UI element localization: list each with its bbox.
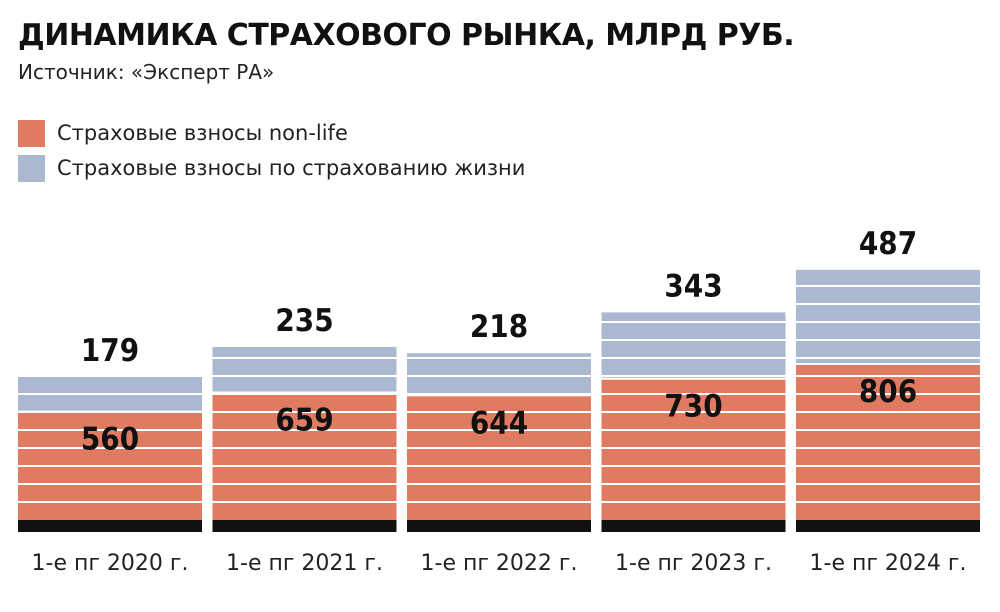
value-label-life-1: 235 (275, 303, 333, 339)
category-label-3: 1-е пг 2023 г. (615, 551, 772, 576)
bar-baseline-4 (796, 520, 980, 532)
legend-item-life: Страховые взносы по страхованию жизни (18, 154, 525, 182)
bar-baseline-3 (601, 520, 786, 532)
bar-baseline-2 (407, 520, 591, 532)
bar-life-4 (796, 269, 980, 365)
value-label-nonlife-3: 730 (664, 389, 722, 425)
bar-nonlife-1 (212, 392, 397, 520)
value-label-life-4: 487 (859, 226, 917, 262)
bar-life-2 (407, 353, 591, 396)
bar-nonlife-2 (407, 395, 591, 520)
value-label-nonlife-0: 560 (81, 422, 139, 458)
category-label-2: 1-е пг 2022 г. (421, 551, 578, 576)
bar-nonlife-4 (796, 364, 980, 520)
bar-baseline-0 (18, 520, 202, 532)
category-label-0: 1-е пг 2020 г. (32, 551, 189, 576)
chart-title: ДИНАМИКА СТРАХОВОГО РЫНКА, МЛРД РУБ. (18, 18, 795, 53)
category-label-4: 1-е пг 2024 г. (810, 551, 967, 576)
legend-label-life: Страховые взносы по страхованию жизни (57, 156, 526, 180)
value-label-nonlife-4: 806 (859, 374, 917, 410)
chart-subtitle: Источник: «Эксперт РА» (18, 60, 275, 84)
legend-swatch-nonlife (18, 119, 45, 147)
bar-life-3 (601, 312, 786, 379)
bar-life-1 (212, 347, 397, 393)
value-label-life-3: 343 (664, 268, 722, 304)
value-label-life-2: 218 (470, 309, 528, 345)
legend-swatch-life (18, 154, 45, 182)
bar-baseline-1 (212, 520, 397, 532)
category-label-1: 1-е пг 2021 г. (226, 551, 383, 576)
value-label-nonlife-1: 659 (275, 402, 333, 438)
legend-item-nonlife: Страховые взносы non-life (18, 119, 348, 147)
bar-nonlife-3 (601, 378, 786, 520)
value-label-life-0: 179 (81, 333, 139, 369)
legend-label-nonlife: Страховые взносы non-life (57, 121, 348, 145)
value-label-nonlife-2: 644 (470, 405, 528, 441)
